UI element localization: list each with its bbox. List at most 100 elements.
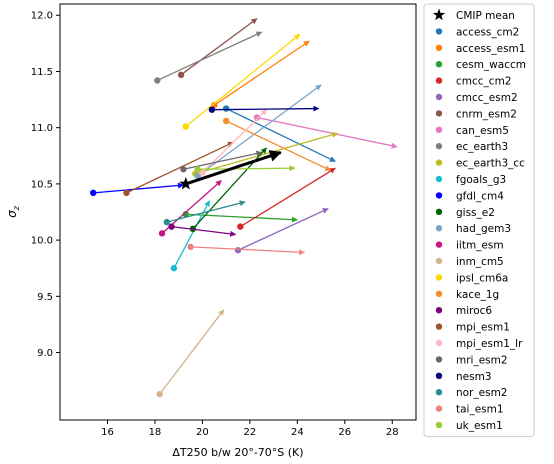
legend-item: miroc6 (435, 305, 492, 317)
point-marker (234, 247, 242, 254)
shift-arrow (197, 84, 322, 177)
series-cmcc-cm2 (237, 167, 336, 230)
legend-frame (423, 3, 535, 437)
series-gfdl-cm4 (90, 182, 185, 197)
legend-marker (435, 274, 443, 281)
legend-item: cesm_waccm (435, 59, 526, 71)
legend-item: access_cm2 (435, 26, 519, 38)
shift-arrow (256, 116, 398, 149)
legend-item: mpi_esm1 (435, 322, 510, 334)
series-CMIP mean (179, 150, 282, 190)
legend-label: cmcc_cm2 (456, 76, 511, 88)
shift-arrow (185, 213, 298, 223)
x-tick-label: 24 (291, 427, 304, 438)
legend-label: mri_esm2 (456, 354, 508, 366)
legend-item: ec_earth3 (435, 141, 508, 153)
point-marker (182, 211, 189, 218)
y-axis-label: σz (5, 205, 21, 218)
point-marker (222, 105, 230, 112)
x-tick-label: 16 (101, 427, 114, 438)
legend-label: kace_1g (456, 289, 499, 301)
legend-item: had_gem3 (435, 223, 511, 235)
legend-label: can_esm5 (456, 125, 509, 137)
legend-label: ipsl_cm6a (456, 272, 508, 284)
legend-item: CMIP mean (432, 8, 515, 22)
legend-label: CMIP mean (456, 10, 515, 22)
legend-marker (435, 208, 443, 215)
series-uk-esm1 (194, 165, 296, 173)
legend-marker (435, 93, 443, 101)
legend-item: iitm_esm (435, 240, 504, 252)
point-marker (237, 223, 244, 230)
legend-item: kace_1g (435, 289, 499, 301)
x-tick-label: 20 (196, 427, 209, 438)
legend-item: mri_esm2 (435, 354, 508, 366)
legend-item: cmcc_esm2 (435, 92, 518, 104)
point-marker (187, 243, 194, 251)
legend-item: cnrm_esm2 (435, 108, 517, 120)
point-marker (199, 169, 206, 176)
legend-marker (435, 126, 443, 133)
legend-label: giss_e2 (456, 207, 495, 219)
legend-item: ipsl_cm6a (435, 272, 508, 284)
y-tick-label: 9.0 (37, 348, 53, 359)
y-tick-label: 10.5 (31, 179, 53, 190)
legend-label: mpi_esm1 (456, 322, 510, 334)
point-marker (208, 106, 216, 113)
legend-label: tai_esm1 (456, 404, 504, 416)
legend-marker (435, 192, 443, 199)
point-marker (158, 230, 166, 237)
shift-arrow (237, 208, 329, 251)
legend-label: inm_cm5 (456, 256, 504, 268)
legend-item: can_esm5 (435, 125, 509, 137)
legend-label: cmcc_esm2 (456, 92, 518, 104)
point-marker (194, 172, 201, 180)
legend-item: nor_esm2 (435, 387, 508, 399)
legend-marker (435, 225, 443, 232)
point-marker (90, 189, 97, 197)
legend-marker (435, 257, 443, 265)
legend-marker (435, 175, 443, 183)
shift-arrow (213, 40, 310, 106)
shift-arrow (197, 165, 296, 172)
legend-label: cnrm_esm2 (456, 108, 517, 120)
y-tick-label: 10.0 (31, 236, 53, 247)
legend-item: nesm3 (435, 371, 492, 383)
series-nesm3 (208, 105, 320, 113)
shift-arrow (157, 31, 263, 82)
point-marker (177, 71, 185, 79)
legend-label: gfdl_cm4 (456, 190, 504, 202)
shift-arrow (225, 120, 332, 171)
point-marker (154, 77, 161, 84)
y-tick-label: 12.0 (31, 11, 53, 22)
legend-label: cesm_waccm (456, 59, 526, 71)
legend-marker (435, 405, 443, 412)
shift-arrow (211, 105, 320, 112)
legend-marker (435, 60, 443, 68)
shift-arrow (240, 167, 336, 228)
legend-marker (435, 77, 443, 84)
legend-marker (435, 159, 443, 166)
legend-label: access_esm1 (456, 43, 525, 55)
series-mpi-esm1 (123, 141, 234, 197)
legend-marker (435, 372, 443, 379)
x-tick-label: 28 (386, 427, 399, 438)
legend-marker (435, 28, 443, 35)
legend-item: uk_esm1 (435, 420, 503, 432)
star-marker (179, 176, 193, 190)
x-tick-label: 18 (149, 427, 162, 438)
legend-label: ec_earth3_cc (456, 158, 525, 170)
series-mpi-esm1-lr (199, 109, 267, 176)
series-ipsl-cm6a (182, 33, 301, 130)
point-marker (168, 223, 175, 230)
point-marker (170, 265, 178, 272)
axes-layer: 16 18 20 22 24 26 28 9.0 9.5 10.0 10.5 11.0 11.5 12.0 (31, 11, 399, 438)
shift-arrow (225, 107, 336, 162)
series-miroc6 (168, 223, 237, 237)
legend-label: access_cm2 (456, 26, 519, 38)
shift-arrow (166, 200, 246, 223)
legend-label: iitm_esm (456, 240, 504, 252)
series-tai-esm1 (187, 243, 306, 256)
x-axis-label: ΔT250 b/w 20°-70°S (K) (172, 446, 303, 459)
shift-arrow (171, 225, 237, 237)
